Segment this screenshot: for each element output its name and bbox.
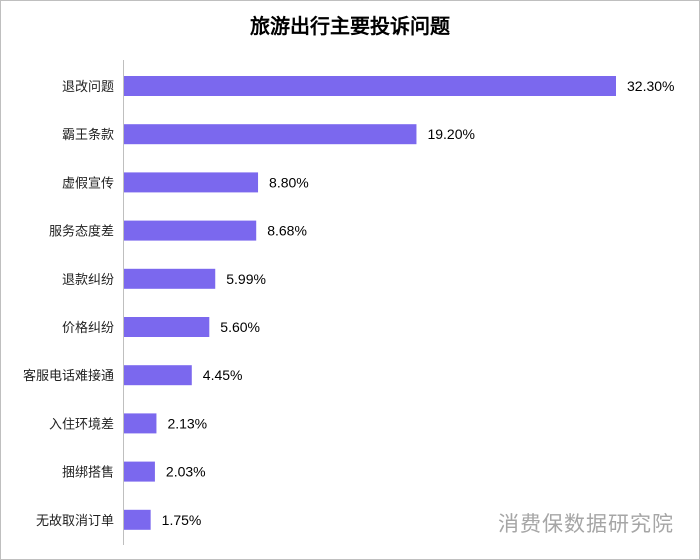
category-label: 退改问题	[62, 80, 114, 95]
bar	[124, 76, 616, 96]
bar	[124, 220, 257, 241]
category-label: 价格纠纷	[62, 320, 114, 336]
value-label: 5.99%	[226, 271, 266, 287]
category-label: 无故取消订单	[36, 514, 114, 529]
value-label: 19.20%	[427, 126, 474, 142]
chart-title: 旅游出行主要投诉问题	[250, 14, 450, 38]
bar	[124, 413, 157, 434]
value-label: 5.60%	[220, 319, 260, 335]
category-label: 捆绑搭售	[62, 465, 114, 481]
bar	[124, 509, 151, 530]
bar	[124, 317, 210, 337]
bar	[124, 461, 155, 482]
bar-group: 退改问题 32.30% 霸王条款 19.20% 虚假宣传 8.80% 服务态度差 8.68% 退…	[23, 76, 674, 530]
bar	[124, 124, 417, 145]
value-label: 8.68%	[267, 223, 307, 239]
value-label: 32.30%	[627, 78, 674, 94]
category-label: 服务态度差	[49, 224, 114, 240]
value-label: 4.45%	[203, 367, 243, 383]
category-label: 入住环境差	[49, 417, 114, 432]
value-label: 1.75%	[162, 512, 202, 528]
value-label: 2.13%	[167, 415, 207, 431]
category-label: 虚假宣传	[62, 175, 114, 191]
category-label: 霸王条款	[62, 127, 114, 143]
bar	[124, 172, 259, 193]
category-label: 客服电话难接通	[23, 368, 114, 384]
bar	[124, 365, 192, 386]
category-label: 退款纠纷	[62, 273, 114, 288]
value-label: 2.03%	[166, 464, 206, 480]
watermark: 消费保数据研究院	[498, 512, 674, 536]
bar	[124, 268, 216, 289]
value-label: 8.80%	[269, 174, 309, 190]
